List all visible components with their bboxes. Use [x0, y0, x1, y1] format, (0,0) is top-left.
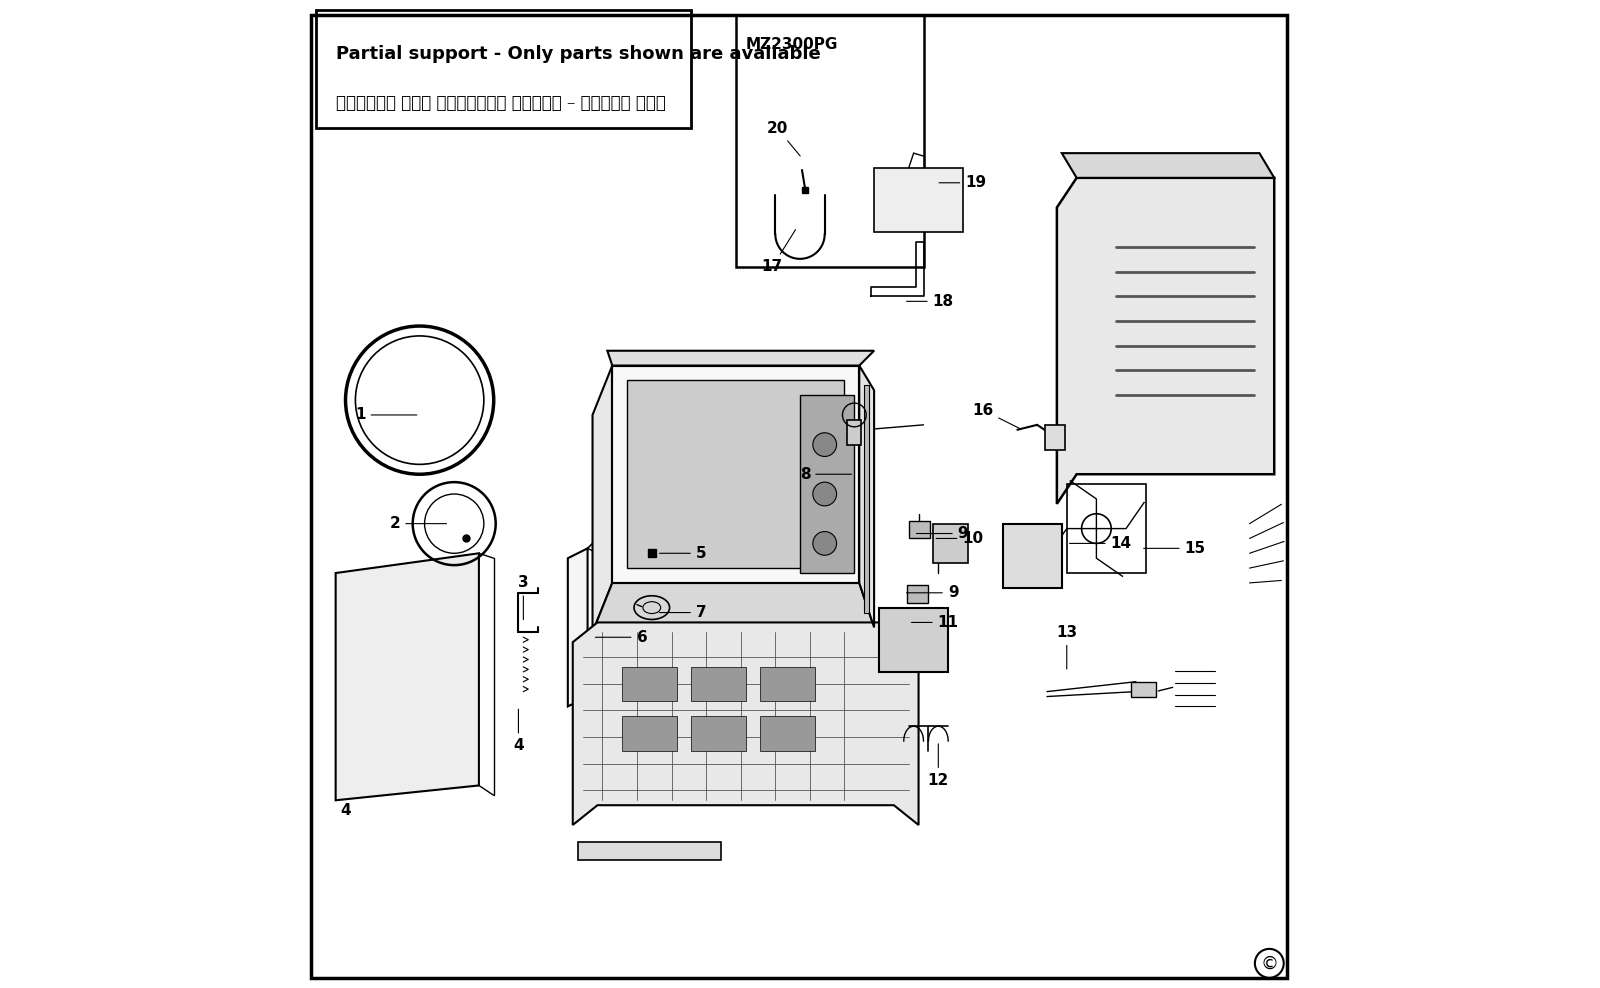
Bar	[622, 667, 677, 701]
Text: قرفوتم طقف قرهاظلا ءازجا – ييزنج معد: قرفوتم طقف قرهاظلا ءازجا – ييزنج معد	[336, 95, 666, 113]
Text: 18: 18	[907, 293, 954, 309]
Polygon shape	[592, 583, 874, 632]
Bar	[1003, 524, 1062, 588]
Polygon shape	[592, 366, 613, 632]
Text: 1: 1	[355, 407, 418, 423]
Bar	[691, 716, 746, 751]
Ellipse shape	[813, 433, 837, 456]
Text: 20: 20	[766, 121, 800, 156]
Bar	[907, 585, 928, 603]
Bar	[1045, 425, 1064, 450]
Text: 12: 12	[928, 744, 949, 788]
Text: 10: 10	[936, 531, 984, 546]
Bar	[627, 380, 845, 568]
Bar	[760, 667, 814, 701]
Polygon shape	[859, 366, 874, 627]
Bar	[578, 842, 722, 860]
Text: ©: ©	[1261, 954, 1278, 972]
Polygon shape	[1062, 153, 1274, 178]
Bar	[315, 10, 691, 128]
Polygon shape	[568, 548, 587, 706]
Text: 7: 7	[659, 605, 707, 620]
Text: 3: 3	[518, 575, 528, 619]
Bar	[613, 366, 859, 583]
Text: 6: 6	[595, 629, 648, 645]
Bar	[1131, 682, 1155, 697]
Ellipse shape	[813, 482, 837, 506]
Bar	[800, 395, 854, 573]
Polygon shape	[1058, 178, 1274, 504]
Text: 14: 14	[1069, 535, 1131, 551]
Polygon shape	[608, 351, 874, 366]
Text: 5: 5	[659, 545, 707, 561]
Text: Partial support - Only parts shown are available: Partial support - Only parts shown are a…	[336, 45, 821, 63]
Polygon shape	[336, 553, 478, 800]
Text: 2: 2	[389, 516, 446, 532]
Bar	[622, 716, 677, 751]
Text: 15: 15	[1144, 540, 1206, 556]
Bar	[874, 168, 963, 232]
Bar	[909, 521, 931, 538]
Text: MZ2300PG: MZ2300PG	[746, 37, 838, 51]
Bar	[1067, 484, 1146, 573]
Text: 11: 11	[912, 615, 958, 630]
Ellipse shape	[813, 532, 837, 555]
Bar	[691, 667, 746, 701]
Bar	[760, 716, 814, 751]
Bar	[848, 420, 861, 445]
Text: 19: 19	[939, 175, 987, 191]
Text: 17: 17	[762, 229, 795, 275]
Bar	[878, 608, 949, 672]
Text: 13: 13	[1056, 624, 1077, 669]
Text: 8: 8	[800, 466, 851, 482]
Bar	[933, 524, 968, 563]
Text: 9: 9	[917, 526, 968, 541]
Text: 4: 4	[341, 803, 350, 818]
Text: 4: 4	[514, 709, 523, 754]
Bar	[864, 385, 869, 613]
Bar	[613, 366, 859, 583]
Polygon shape	[573, 622, 918, 825]
Text: 16: 16	[973, 402, 1019, 429]
FancyArrowPatch shape	[1158, 688, 1173, 691]
Text: 9: 9	[907, 585, 958, 601]
Bar	[736, 15, 923, 267]
